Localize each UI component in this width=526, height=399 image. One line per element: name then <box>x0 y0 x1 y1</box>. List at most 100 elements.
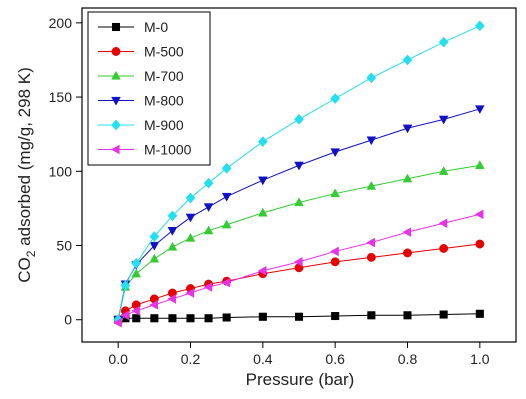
marker <box>331 311 340 321</box>
marker <box>111 70 121 80</box>
marker <box>402 173 413 183</box>
legend: M-0 M-500 M-700 M-800 M-900 M-1000 <box>87 11 211 166</box>
marker <box>131 305 140 316</box>
marker <box>185 213 196 223</box>
x-tick-label: 0.4 <box>253 351 273 367</box>
y-title-suffix: adsorbed (mg/g, 298 K) <box>15 67 34 250</box>
marker <box>168 314 177 323</box>
legend-label: M-900 <box>144 117 184 133</box>
legend-label: M-0 <box>144 19 168 35</box>
marker <box>149 253 160 263</box>
x-tick-label: 0.0 <box>108 351 128 367</box>
x-tick-label: 1.0 <box>470 351 490 367</box>
series <box>113 209 484 328</box>
marker <box>221 219 232 229</box>
marker <box>294 113 304 125</box>
legend-label: M-1000 <box>144 142 192 158</box>
marker <box>203 282 213 292</box>
marker <box>294 312 304 321</box>
marker <box>221 277 231 288</box>
marker <box>132 314 141 323</box>
marker <box>167 294 177 304</box>
marker <box>438 36 449 48</box>
marker <box>258 312 267 321</box>
marker <box>330 148 341 158</box>
marker <box>403 311 412 320</box>
y-tick-label: 50 <box>56 238 72 254</box>
marker <box>149 300 158 310</box>
marker <box>367 311 376 320</box>
y-tick-label: 100 <box>49 163 73 179</box>
plot-frame <box>81 7 517 343</box>
marker <box>330 188 341 198</box>
marker <box>185 288 195 298</box>
marker <box>120 280 131 292</box>
marker <box>402 227 412 237</box>
x-tick-label: 0.6 <box>325 351 345 367</box>
marker <box>131 257 142 269</box>
marker <box>111 96 121 106</box>
marker <box>366 136 377 146</box>
marker <box>330 246 339 257</box>
x-tick-label: 0.2 <box>181 351 201 367</box>
series <box>113 20 485 326</box>
marker <box>203 177 214 189</box>
marker <box>438 218 448 229</box>
series-line <box>117 243 480 321</box>
marker <box>167 241 178 251</box>
marker <box>474 209 484 220</box>
series <box>113 239 485 325</box>
legend-label: M-700 <box>144 68 184 84</box>
marker <box>294 161 304 171</box>
marker <box>131 268 142 278</box>
marker <box>110 144 120 155</box>
marker <box>185 232 196 242</box>
marker <box>221 192 232 202</box>
marker <box>203 225 214 235</box>
x-tick-label: 0.8 <box>398 351 418 367</box>
y-title-prefix: CO <box>15 257 34 283</box>
marker <box>111 119 121 131</box>
y-tick-label: 200 <box>49 15 73 31</box>
marker <box>149 231 160 243</box>
marker <box>167 227 178 236</box>
legend-box <box>87 11 211 166</box>
marker <box>366 237 375 248</box>
marker <box>257 207 268 217</box>
marker <box>403 248 412 258</box>
marker <box>204 314 213 323</box>
marker <box>185 192 196 204</box>
series <box>114 309 484 324</box>
marker <box>330 93 341 104</box>
marker <box>120 310 130 321</box>
marker <box>257 265 267 276</box>
marker <box>474 20 485 32</box>
marker <box>167 210 178 222</box>
marker <box>439 310 448 319</box>
marker <box>366 72 377 84</box>
marker <box>438 166 449 175</box>
marker <box>113 317 122 328</box>
marker <box>402 124 413 134</box>
y-axis-title: CO2 adsorbed (mg/g, 298 K) <box>15 67 38 283</box>
y-tick-label: 150 <box>49 89 73 105</box>
marker <box>111 22 121 32</box>
marker <box>203 203 214 213</box>
marker <box>366 252 376 262</box>
marker <box>366 180 377 190</box>
marker <box>111 47 121 56</box>
y-tick-label: 0 <box>64 312 72 328</box>
y-title-subscript: 2 <box>24 250 38 257</box>
marker <box>257 136 268 148</box>
marker <box>474 160 485 169</box>
marker <box>150 314 159 323</box>
x-axis-title: Pressure (bar) <box>246 370 355 389</box>
marker <box>222 313 231 322</box>
marker <box>330 257 340 267</box>
marker <box>475 309 484 318</box>
marker <box>439 244 449 253</box>
legend-label: M-500 <box>144 44 184 60</box>
marker <box>474 105 485 115</box>
marker <box>257 176 268 186</box>
